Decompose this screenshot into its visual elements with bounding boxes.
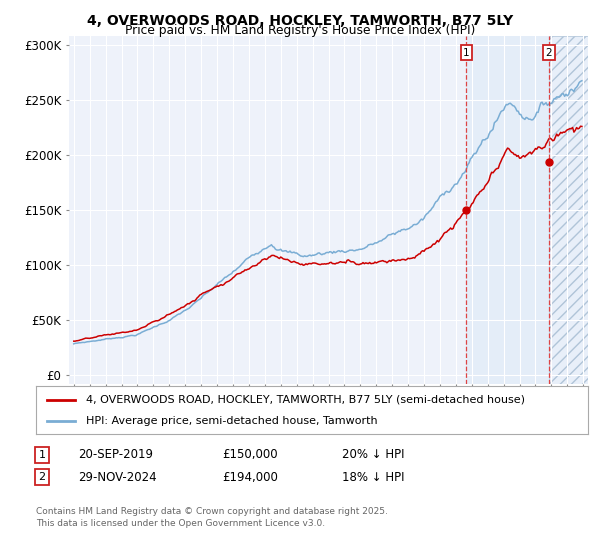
Text: 1: 1 xyxy=(38,450,46,460)
Text: 29-NOV-2024: 29-NOV-2024 xyxy=(78,470,157,484)
Bar xyxy=(466,36,549,384)
Text: Price paid vs. HM Land Registry's House Price Index (HPI): Price paid vs. HM Land Registry's House … xyxy=(125,24,475,37)
Bar xyxy=(549,36,588,384)
Text: £150,000: £150,000 xyxy=(222,448,278,461)
Text: 4, OVERWOODS ROAD, HOCKLEY, TAMWORTH, B77 5LY (semi-detached house): 4, OVERWOODS ROAD, HOCKLEY, TAMWORTH, B7… xyxy=(86,395,524,405)
Bar xyxy=(549,36,588,384)
Text: 2: 2 xyxy=(38,472,46,482)
Text: 18% ↓ HPI: 18% ↓ HPI xyxy=(342,470,404,484)
Text: 20% ↓ HPI: 20% ↓ HPI xyxy=(342,448,404,461)
Text: 4, OVERWOODS ROAD, HOCKLEY, TAMWORTH, B77 5LY: 4, OVERWOODS ROAD, HOCKLEY, TAMWORTH, B7… xyxy=(87,14,513,28)
Text: 20-SEP-2019: 20-SEP-2019 xyxy=(78,448,153,461)
Text: Contains HM Land Registry data © Crown copyright and database right 2025.
This d: Contains HM Land Registry data © Crown c… xyxy=(36,507,388,528)
Text: 2: 2 xyxy=(545,48,552,58)
Text: HPI: Average price, semi-detached house, Tamworth: HPI: Average price, semi-detached house,… xyxy=(86,416,377,426)
Text: £194,000: £194,000 xyxy=(222,470,278,484)
Text: 1: 1 xyxy=(463,48,470,58)
